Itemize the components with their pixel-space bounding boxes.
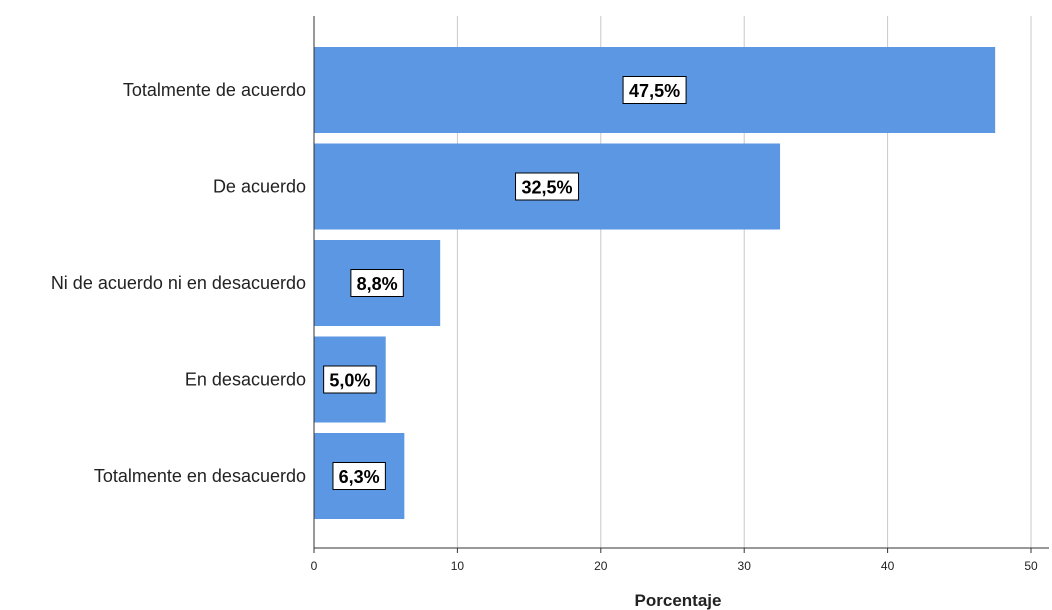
bars: [314, 47, 996, 519]
x-tick-label: 20: [594, 559, 608, 573]
x-tick-label: 50: [1024, 559, 1038, 573]
category-label: De acuerdo: [213, 177, 306, 197]
data-label: 8,8%: [357, 274, 398, 294]
data-label: 32,5%: [522, 178, 573, 198]
data-label-box: [515, 172, 580, 201]
data-label-box: [323, 365, 377, 394]
category-label: Totalmente en desacuerdo: [94, 466, 306, 486]
data-label: 5,0%: [329, 371, 370, 391]
x-tick-label: 0: [311, 559, 318, 573]
data-label-box: [622, 76, 687, 104]
x-tick-label: 30: [738, 559, 752, 573]
category-label: Totalmente de acuerdo: [123, 80, 306, 100]
data-label: 6,3%: [339, 467, 380, 487]
data-label: 47,5%: [629, 81, 680, 101]
category-label: En desacuerdo: [185, 370, 306, 390]
tick-labels: 0 10 20 30 40 50: [311, 559, 1038, 573]
data-label-box: [350, 269, 404, 297]
category-label: Ni de acuerdo ni en desacuerdo: [51, 273, 306, 293]
x-tick-label: 10: [451, 559, 465, 573]
x-axis-title: Porcentaje: [635, 591, 722, 610]
category-labels: Totalmente de acuerdo De acuerdo Ni de acu…: [51, 80, 306, 486]
data-label-box: [332, 462, 386, 490]
data-labels: 47,5% 32,5% 8,8% 5,0% 6,3%: [323, 76, 687, 490]
x-tick-label: 40: [881, 559, 895, 573]
axes: [313, 16, 1049, 553]
